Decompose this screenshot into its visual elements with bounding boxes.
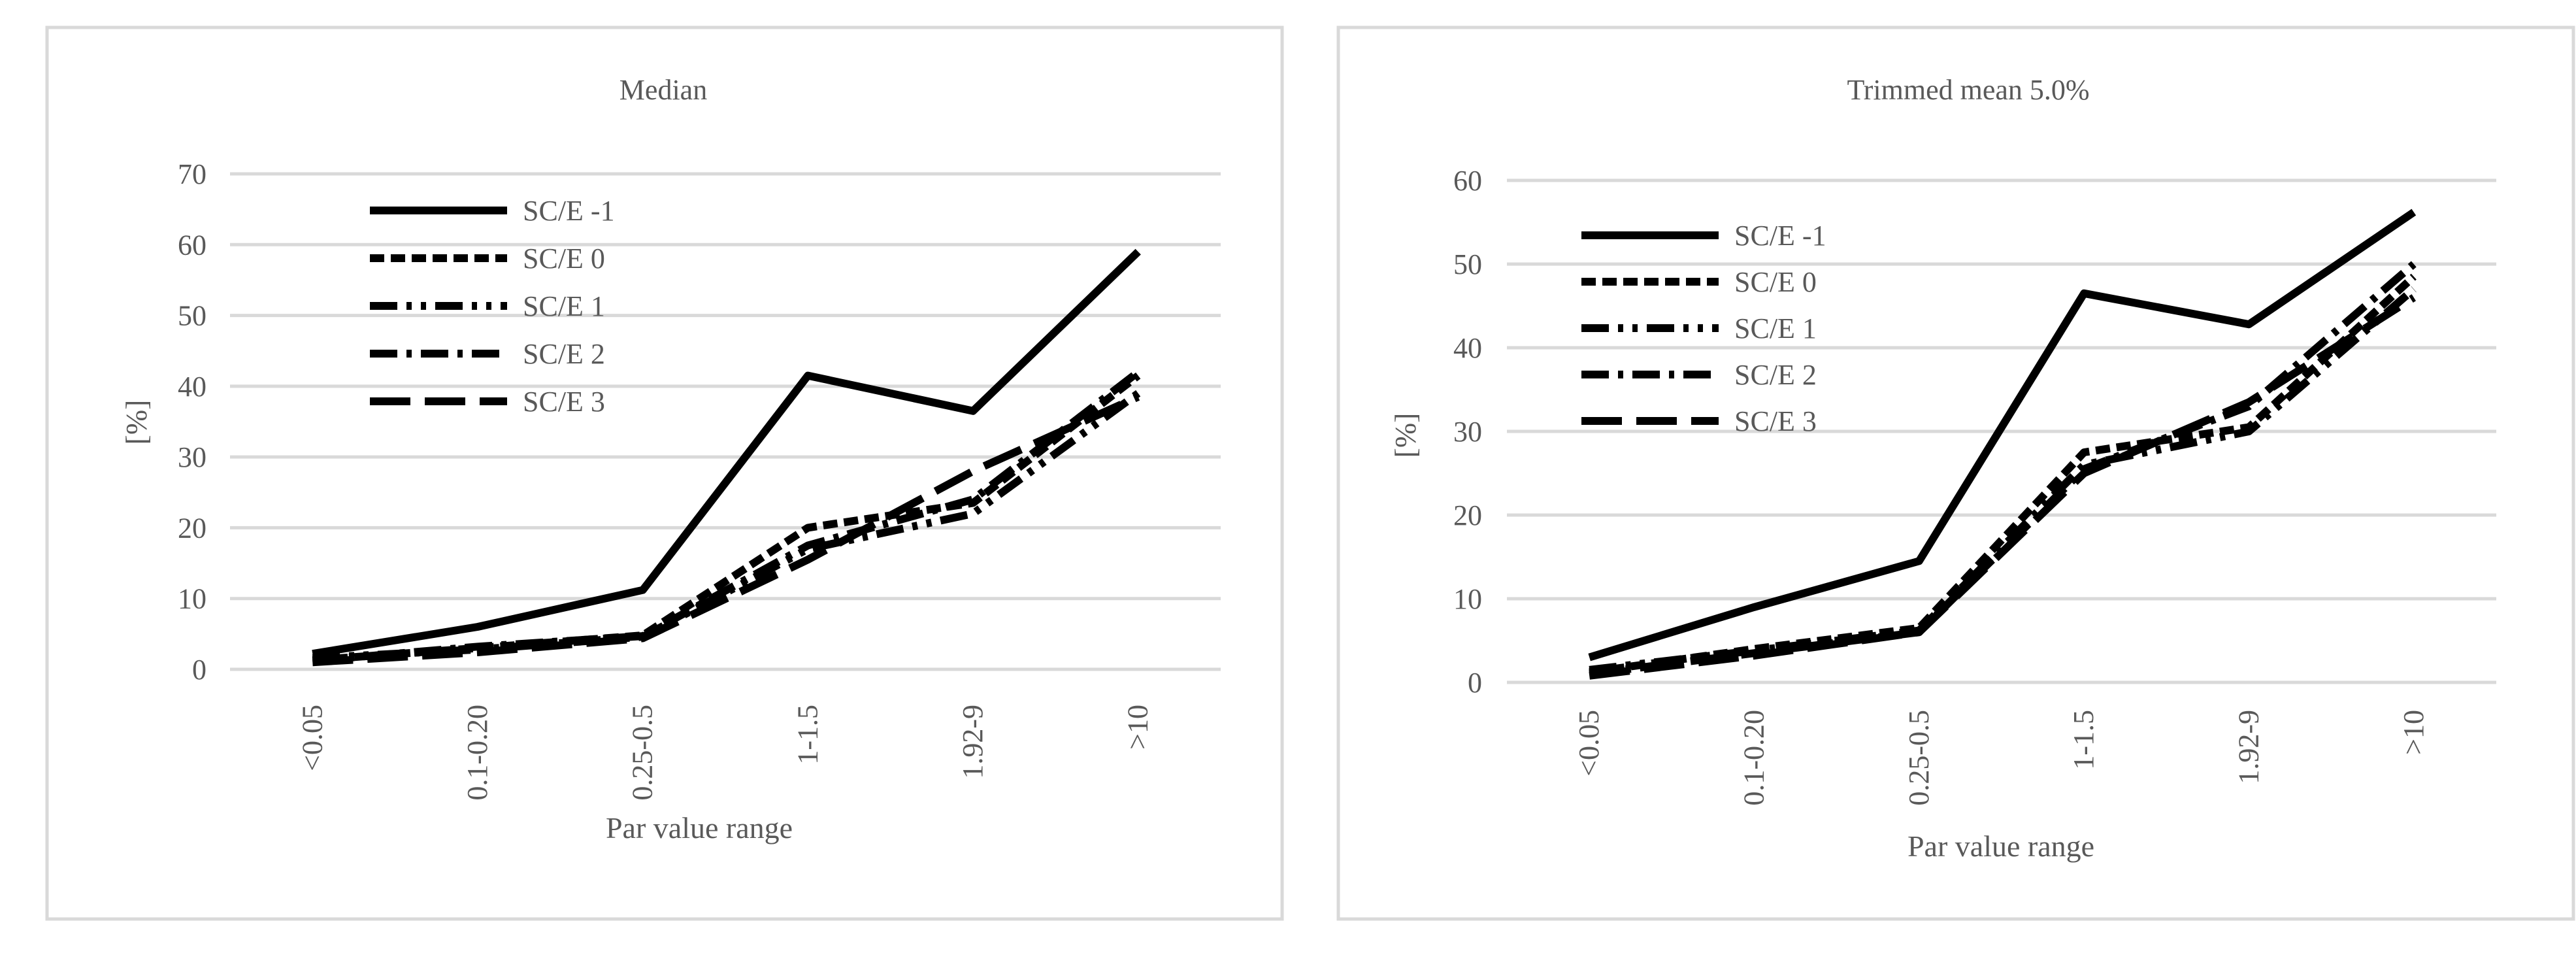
legend-label: SC/E 3 [523,386,605,418]
x-tick-label: 1.92-9 [957,705,989,779]
y-tick-label: 60 [178,229,206,261]
chart-panel-median: Median 0 10 20 30 40 50 60 70 <0.05 0.1-0.20 0.25… [0,0,1287,970]
legend-label: SC/E 3 [1734,405,1817,437]
x-tick-label: 1-1.5 [791,705,823,765]
y-tick-label: 40 [1453,332,1482,364]
legend-label: SC/E 0 [523,242,605,275]
x-tick-label: 1-1.5 [2068,710,2100,770]
x-tick-label: 1.92-9 [2233,710,2265,784]
y-tick-label: 20 [1453,499,1482,531]
legend-label: SC/E 0 [1734,266,1817,298]
x-tick-label: 0.1-0.20 [1738,710,1770,806]
legend-label: SC/E 1 [1734,312,1817,344]
y-tick-label: 10 [1453,583,1482,615]
series-line [312,393,1140,667]
x-tick-label: >10 [2398,710,2430,755]
series-line [1588,209,2417,661]
series-line [312,369,1141,665]
series-line [1589,294,2417,680]
legend-label: SC/E -1 [1734,220,1826,252]
x-tick-label: 0.25-0.5 [627,705,659,801]
legend-label: SC/E -1 [523,195,615,227]
x-axis-title: Par value range [1907,829,2094,863]
legend-label: SC/E 2 [523,338,605,370]
y-tick-label: 70 [178,158,206,190]
x-tick-label: <0.05 [296,705,328,771]
chart-legend: SC/E -1 SC/E 0 SC/E 1 SC/E 2 SC/E 3 [1581,220,1826,437]
y-tick-label: 0 [1468,667,1482,699]
x-tick-label: 0.1-0.20 [461,705,493,801]
legend-label: SC/E 2 [1734,359,1817,391]
y-tick-label: 50 [1453,248,1482,280]
y-tick-label: 0 [192,654,206,686]
chart-title: Median [619,74,707,106]
x-tick-label: >10 [1122,705,1154,750]
y-tick-label: 30 [1453,416,1482,448]
y-tick-label: 30 [178,441,206,473]
chart-legend: SC/E -1 SC/E 0 SC/E 1 SC/E 2 SC/E 3 [370,195,615,418]
chart-panel-trimmed-mean: Trimmed mean 5.0% 0 10 20 30 40 50 60 <0.05 0.1… [1289,0,2576,970]
y-tick-label: 40 [178,371,206,403]
y-tick-label: 60 [1453,165,1482,197]
median-line-chart: Median 0 10 20 30 40 50 60 70 <0.05 0.1-0.20 0.25… [45,25,1284,921]
legend-label: SC/E 1 [523,290,605,322]
y-tick-label: 50 [178,300,206,332]
chart-title: Trimmed mean 5.0% [1847,74,2089,106]
series-line [312,248,1141,658]
chart-frame [45,25,1284,921]
y-tick-label: 20 [178,512,206,544]
y-axis-title: [%] [120,400,153,445]
trimmed-mean-line-chart: Trimmed mean 5.0% 0 10 20 30 40 50 60 <0.05 0.1… [1336,25,2575,921]
y-tick-label: 10 [178,583,206,615]
x-tick-label: 0.25-0.5 [1903,710,1935,806]
x-tick-label: <0.05 [1573,710,1605,777]
x-axis-title: Par value range [606,811,793,845]
chart-frame [1336,25,2575,921]
y-axis-title: [%] [1389,413,1422,458]
